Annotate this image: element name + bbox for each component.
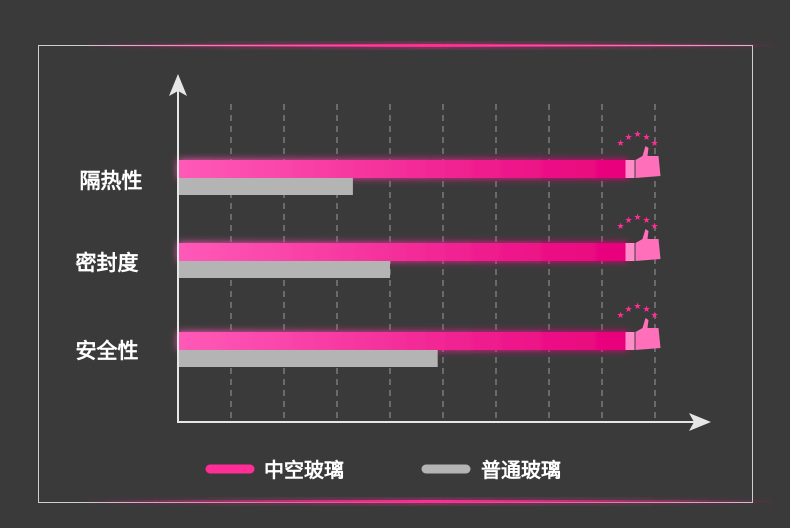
thumbs-up-with-stars-icon: ★★ ★ ★★ (616, 130, 661, 178)
legend-label: 普通玻璃 (481, 458, 561, 482)
svg-text:★: ★ (633, 130, 641, 140)
svg-text:★: ★ (616, 139, 624, 149)
bar-ordinary-glass (178, 261, 390, 278)
svg-text:★: ★ (633, 213, 641, 223)
frame-top-glow (80, 44, 780, 47)
svg-text:★: ★ (616, 222, 624, 232)
svg-text:★: ★ (633, 302, 641, 312)
svg-text:★: ★ (642, 305, 650, 315)
bar-hollow-glass (178, 332, 629, 350)
x-axis-arrow (689, 413, 711, 431)
svg-text:★: ★ (624, 133, 632, 143)
svg-text:★: ★ (616, 311, 624, 321)
legend: 中空玻璃 普通玻璃 (205, 458, 561, 482)
svg-text:★: ★ (642, 133, 650, 143)
frame-bottom-glow (80, 500, 780, 503)
category-label: 密封度 (76, 251, 139, 275)
thumbs-up-with-stars-icon: ★★ ★ ★★ (616, 302, 661, 350)
frame (38, 45, 753, 503)
category-label: 安全性 (76, 339, 139, 363)
svg-text:★: ★ (650, 222, 658, 232)
category-label: 隔热性 (80, 169, 143, 193)
bar-ordinary-glass (178, 178, 353, 195)
svg-text:★: ★ (624, 216, 632, 226)
svg-text:★: ★ (650, 139, 658, 149)
svg-text:★: ★ (624, 305, 632, 315)
bar-hollow-glass (178, 160, 629, 178)
thumbs-up-with-stars-icon: ★★ ★ ★★ (616, 213, 661, 261)
bar-ordinary-glass (178, 350, 438, 367)
svg-text:★: ★ (650, 311, 658, 321)
bar-hollow-glass (178, 243, 629, 261)
y-axis-arrow (169, 74, 187, 96)
legend-label: 中空玻璃 (264, 458, 344, 482)
svg-text:★: ★ (642, 216, 650, 226)
